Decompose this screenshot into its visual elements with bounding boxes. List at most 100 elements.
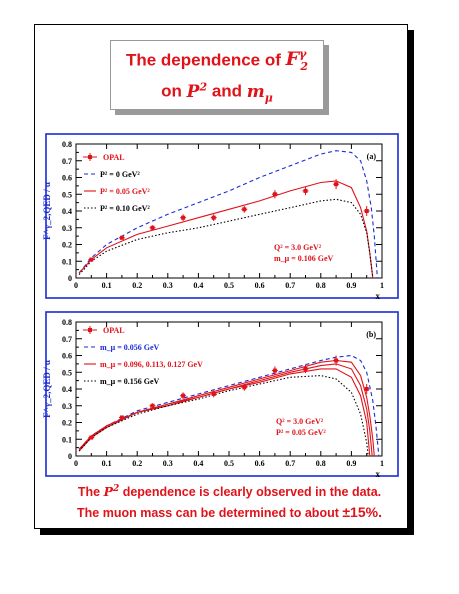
series-curve: [78, 198, 374, 279]
annotation-text: Q² = 3.0 GeV²: [276, 417, 324, 426]
footer-text: The P2 dependence is clearly observed in…: [40, 479, 419, 523]
x-tick-label: 0.4: [193, 459, 203, 468]
data-point: [181, 393, 186, 398]
legend-label: P² = 0 GeV²: [100, 170, 140, 179]
x-tick-label: 0.9: [346, 459, 356, 468]
y-tick-label: 0.3: [62, 224, 72, 233]
x-tick-label: 0.8: [316, 281, 326, 290]
data-point: [211, 392, 216, 397]
title-text-2: on: [161, 81, 187, 101]
data-point: [150, 225, 155, 230]
x-tick-label: 0.8: [316, 459, 326, 468]
x-tick-label: 0.7: [285, 281, 295, 290]
x-tick-label: 0.1: [102, 281, 112, 290]
y-tick-label: 0.1: [62, 257, 72, 266]
panel-label: (b): [366, 330, 376, 339]
data-point: [303, 366, 308, 371]
title-text-and: and: [207, 81, 247, 101]
series-curve: [78, 368, 371, 457]
y-tick-label: 0.7: [62, 335, 72, 344]
y-tick-label: 0: [68, 274, 72, 283]
y-tick-label: 0.7: [62, 157, 72, 166]
data-point: [89, 257, 94, 262]
y-tick-label: 0.6: [62, 174, 72, 183]
data-point: [272, 368, 277, 373]
title-symbol-m: mμ: [246, 81, 273, 105]
y-tick-label: 0.8: [62, 140, 72, 149]
x-tick-label: 0.5: [224, 281, 234, 290]
x-tick-label: 0.2: [132, 459, 142, 468]
x-tick-label: 0.3: [163, 459, 173, 468]
y-tick-label: 0.6: [62, 352, 72, 361]
data-point: [303, 188, 308, 193]
x-tick-label: 1: [380, 459, 384, 468]
data-point: [211, 215, 216, 220]
annotation-text: P² = 0.05 GeV²: [276, 428, 326, 437]
x-axis-label: x: [376, 291, 381, 301]
data-point: [150, 403, 155, 408]
title-line-1: The dependence of Fγ2: [111, 48, 323, 73]
data-point: [181, 215, 186, 220]
data-point: [364, 387, 369, 391]
y-tick-label: 0.2: [62, 241, 72, 250]
x-tick-label: 0.5: [224, 459, 234, 468]
y-tick-label: 0.1: [62, 435, 72, 444]
legend-label: OPAL: [103, 153, 125, 162]
x-tick-label: 0: [74, 281, 78, 290]
annotation-text: Q² = 3.0 GeV²: [274, 243, 322, 252]
annotation-text: m_μ = 0.106 GeV: [274, 254, 334, 263]
x-tick-label: 0.6: [255, 459, 265, 468]
data-point: [334, 358, 339, 363]
legend-label: OPAL: [103, 326, 125, 335]
x-tick-label: 0.4: [193, 281, 203, 290]
y-tick-label: 0.4: [62, 207, 72, 216]
footer-line-1: The P2 dependence is clearly observed in…: [77, 484, 382, 500]
y-tick-label: 0.5: [62, 190, 72, 199]
x-tick-label: 0.1: [102, 459, 112, 468]
title-symbol-p: P2: [186, 80, 208, 102]
data-point: [272, 192, 277, 197]
legend-label: P² = 0.05 GeV²: [100, 187, 150, 196]
panel-label: (a): [367, 152, 377, 161]
title-symbol-f: Fγ2: [285, 48, 309, 74]
data-point: [364, 209, 369, 213]
legend-label: m_μ = 0.096, 0.113, 0.127 GeV: [100, 360, 203, 369]
legend-label: m_μ = 0.056 GeV: [100, 343, 160, 352]
x-tick-label: 0.7: [285, 459, 295, 468]
title-line-2: on P2 and mμ: [111, 80, 323, 104]
y-tick-label: 0.4: [62, 385, 72, 394]
x-tick-label: 0.9: [346, 281, 356, 290]
panel-frame: [45, 311, 399, 477]
legend-label: P² = 0.10 GeV²: [100, 204, 150, 213]
data-point: [242, 385, 247, 390]
legend-marker-point: [88, 328, 92, 332]
legend-label: m_μ = 0.156 GeV: [100, 377, 160, 386]
y-tick-label: 0: [68, 452, 72, 461]
data-point: [119, 235, 124, 240]
y-tick-label: 0.8: [62, 318, 72, 327]
legend-marker-point: [88, 155, 92, 159]
panel-b: 0 0.1 0.2 0.3 0.4 0.5 0.6 0.7 0.8 0.9 1 0 0.1 0.2 0.3 0…: [42, 311, 399, 479]
series-curve: [78, 150, 378, 279]
y-tick-label: 0.3: [62, 402, 72, 411]
y-axis-label: F^γ_2,QED / α: [42, 182, 52, 240]
y-tick-label: 0.2: [62, 419, 72, 428]
x-tick-label: 1: [380, 281, 384, 290]
title-text-1: The dependence of: [125, 50, 286, 70]
series-curve: [78, 359, 375, 457]
data-point: [119, 415, 124, 420]
panel-frame: [45, 133, 399, 299]
y-axis-label: F^γ_2,QED / α: [42, 360, 52, 418]
x-tick-label: 0.6: [255, 281, 265, 290]
x-tick-label: 0: [74, 459, 78, 468]
title-box: The dependence of Fγ2 on P2 and mμ: [110, 40, 324, 110]
y-tick-label: 0.5: [62, 368, 72, 377]
data-point: [334, 182, 339, 187]
series-curve: [78, 354, 380, 457]
data-point: [242, 207, 247, 212]
x-tick-label: 0.2: [132, 281, 142, 290]
panel-a: 0 0.1 0.2 0.3 0.4 0.5 0.6 0.7 0.8 0.9 1 0 0.1 0.2 0.3 0…: [42, 133, 399, 301]
data-point: [89, 435, 94, 440]
footer-line-2: The muon mass can be determined to about…: [77, 504, 382, 521]
